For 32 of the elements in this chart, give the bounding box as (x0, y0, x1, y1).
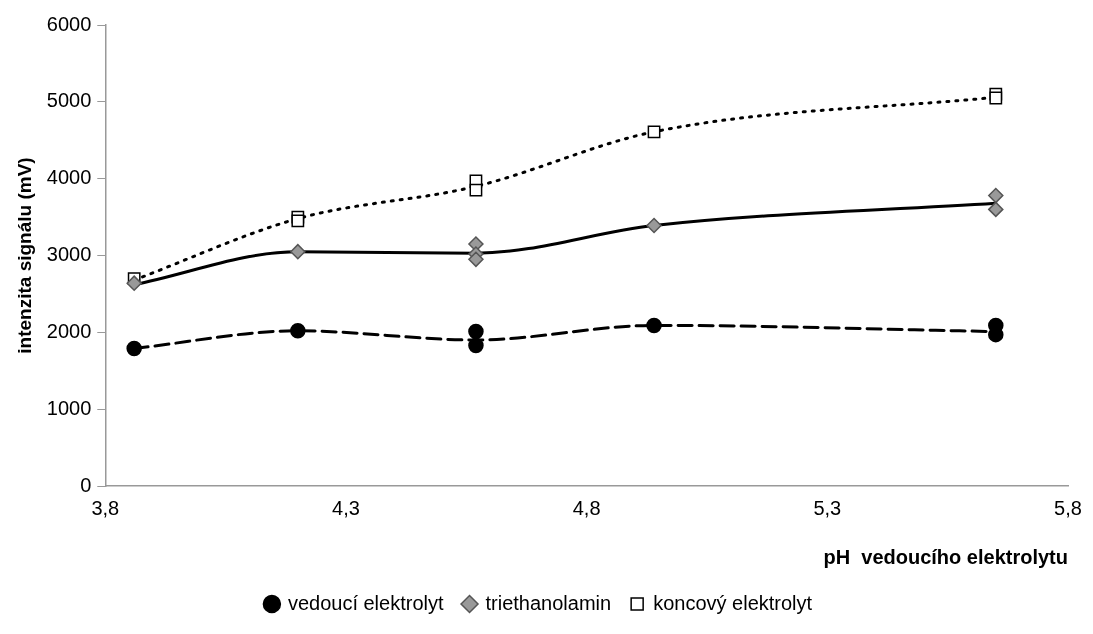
point (291, 214, 305, 228)
y-tick-label: 2000 (46, 319, 92, 342)
point (126, 340, 142, 357)
point (989, 91, 1003, 105)
point (647, 125, 661, 139)
y-tick-label: 4000 (46, 166, 92, 189)
point (468, 323, 484, 340)
x-tick-label: 3,8 (91, 496, 120, 519)
point (290, 243, 306, 260)
x-tick-label: 5,8 (1054, 496, 1082, 519)
point (468, 251, 484, 268)
x-tick-label: 4,8 (572, 496, 601, 519)
point (468, 337, 484, 354)
point (126, 275, 142, 291)
x-tick-label: 5,3 (813, 496, 842, 519)
y-tick-label: 0 (80, 473, 92, 496)
legend-label: vedoucí elektrolyt (287, 591, 444, 614)
x-tick-label: 4,3 (332, 496, 360, 519)
point (646, 217, 662, 234)
y-axis-title: intenzita signálu (mV) (13, 157, 35, 354)
point (988, 201, 1004, 218)
y-tick-label: 1000 (46, 396, 92, 419)
point (290, 323, 306, 339)
y-tick-label: 6000 (46, 12, 92, 35)
legend-label: triethanolamin (485, 591, 612, 614)
point (469, 183, 483, 197)
point (988, 187, 1004, 204)
y-tick-label: 5000 (46, 89, 92, 112)
legend-label: koncový elektrolyt (653, 591, 813, 614)
point (646, 317, 662, 334)
x-axis-title: pH vedoucího elektrolytu (823, 545, 1068, 568)
y-tick-label: 3000 (46, 243, 92, 266)
